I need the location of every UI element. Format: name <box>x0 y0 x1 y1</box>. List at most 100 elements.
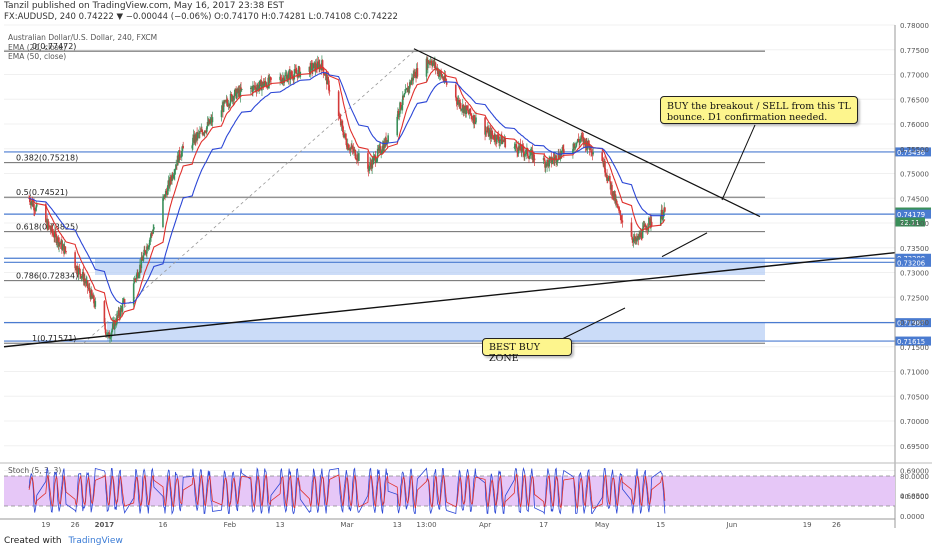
candle-body <box>132 283 135 305</box>
candle-body <box>262 81 265 87</box>
candle-body <box>206 126 208 132</box>
fib-level-label: 0.5(0.74521) <box>16 188 68 197</box>
candle-body <box>84 279 86 282</box>
candle-body <box>556 159 559 162</box>
stoch-tick-label: 0.0000 <box>900 513 925 521</box>
candle-body <box>239 87 242 97</box>
candle-body <box>576 141 578 143</box>
candle-body <box>339 117 341 119</box>
candle-body <box>181 146 184 151</box>
candle-body <box>93 295 95 304</box>
candle-body <box>543 157 546 161</box>
candle-body <box>315 63 318 69</box>
candle-body <box>516 147 518 153</box>
candle-body <box>338 115 341 118</box>
x-tick-label: 13 <box>393 521 402 529</box>
candle-body <box>77 267 80 275</box>
candle-body <box>322 67 325 74</box>
ema-lines <box>28 66 666 323</box>
candle-body <box>631 236 633 240</box>
candle-body <box>616 203 619 208</box>
candle-body <box>381 152 383 154</box>
y-tick-label: 0.71000 <box>900 369 929 377</box>
candle-body <box>31 200 34 207</box>
candle-body <box>400 108 403 110</box>
candle-body <box>162 196 165 199</box>
candle-body <box>445 81 448 85</box>
candle-body <box>562 146 564 150</box>
fib-level-label: 0(0.77472) <box>32 42 76 51</box>
x-tick-label: Apr <box>479 521 491 529</box>
candle-body <box>404 93 406 95</box>
candle-body <box>233 95 235 101</box>
candle-body <box>601 152 603 162</box>
candle-body <box>398 113 401 116</box>
candle-body <box>514 145 516 147</box>
candle-body <box>147 246 150 250</box>
candle-body <box>116 315 118 324</box>
candle-body <box>644 224 647 228</box>
candle-body <box>521 145 523 153</box>
fibonacci-retracement: 0(0.77472)0.382(0.75218)0.5(0.74521)0.61… <box>4 42 765 344</box>
candle-body <box>407 86 410 93</box>
candle-body <box>51 225 53 232</box>
candle-body <box>581 135 583 137</box>
candle-body <box>85 280 88 284</box>
candle-body <box>560 150 563 155</box>
candle-body <box>240 88 243 91</box>
candle-body <box>122 300 125 304</box>
candle-body <box>586 147 589 150</box>
candle-body <box>52 231 54 234</box>
candle-body <box>199 131 201 134</box>
y-tick-label: 0.72500 <box>900 294 929 302</box>
candle-body <box>162 198 164 227</box>
candle-body <box>641 237 643 239</box>
candle-body <box>345 138 348 146</box>
candle-body <box>491 134 494 136</box>
candle-body <box>268 76 271 83</box>
candle-body <box>310 63 313 64</box>
ema20-legend[interactable]: EMA (20, close) <box>8 43 67 52</box>
candle-body <box>473 115 476 124</box>
price-label-bg <box>895 336 931 346</box>
x-tick-label: May <box>595 521 609 529</box>
candle-body <box>203 130 206 134</box>
candle-body <box>485 130 488 132</box>
candle-body <box>609 176 611 182</box>
candle-body <box>643 225 645 227</box>
candle-body <box>57 237 60 247</box>
candle-body <box>81 276 83 277</box>
candle-body <box>74 252 76 269</box>
candle-body <box>379 146 382 154</box>
downtrend-line <box>413 48 761 218</box>
candle-body <box>496 134 498 143</box>
candle-body <box>111 329 113 333</box>
candle-body <box>586 140 588 150</box>
footer: Created with TradingView <box>4 536 123 546</box>
candle-body <box>342 125 344 133</box>
candle-body <box>467 109 470 113</box>
candle-body <box>533 153 535 159</box>
candle-body <box>525 149 527 154</box>
time-axis: 19 26 2017 16 Feb 13 Mar 13 13:00 Apr 17 May 15 Jun 19… <box>0 518 895 529</box>
tradingview-logo[interactable]: TradingView <box>68 536 123 546</box>
candle-body <box>642 225 645 229</box>
candle-body <box>267 77 270 89</box>
candle-body <box>572 149 574 154</box>
candle-body <box>290 71 293 76</box>
candle-body <box>152 229 154 234</box>
candle-body <box>140 257 143 269</box>
candle-body <box>455 97 458 102</box>
candle-body <box>466 105 468 110</box>
candle-body <box>182 146 184 149</box>
candle-body <box>374 155 377 163</box>
ema50-legend[interactable]: EMA (50, close) <box>8 52 67 61</box>
y-tick-label: 0.70000 <box>900 418 929 426</box>
candle-body <box>523 151 525 156</box>
candle-body <box>355 158 357 160</box>
candle-body <box>592 152 594 155</box>
y-tick-label: 0.74500 <box>900 195 929 203</box>
candle-body <box>498 140 501 143</box>
candle-body <box>65 251 67 253</box>
